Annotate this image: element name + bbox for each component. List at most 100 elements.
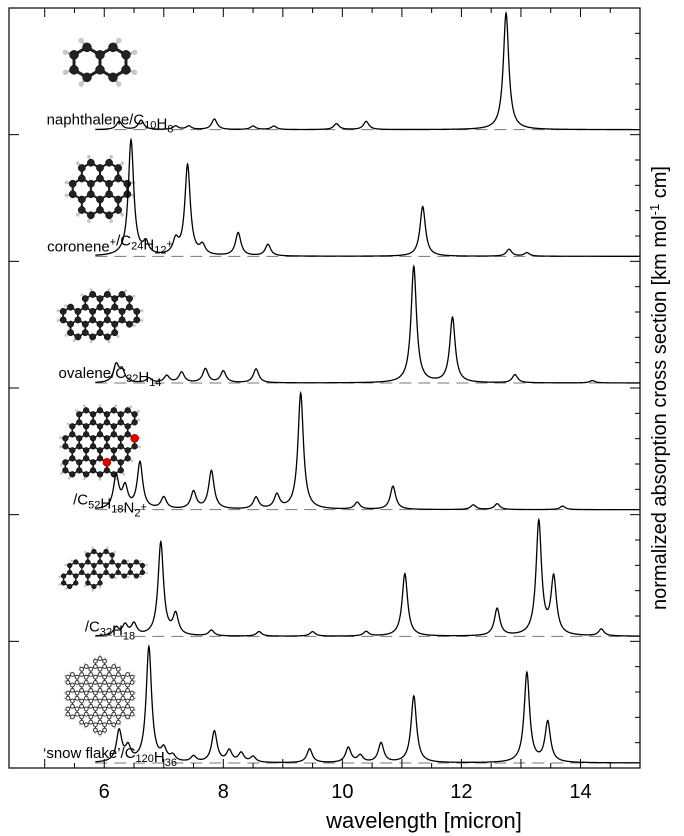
carbon-atom — [118, 316, 126, 324]
carbon-atom — [125, 698, 130, 704]
carbon-atom — [114, 174, 123, 183]
hydrogen-atom — [133, 674, 136, 677]
hydrogen-atom — [120, 212, 125, 217]
carbon-atom — [67, 562, 73, 569]
carbon-atom — [74, 307, 82, 315]
carbon-atom — [105, 158, 113, 167]
carbon-atom — [76, 467, 83, 474]
carbon-atom — [97, 672, 103, 677]
hydrogen-atom — [139, 575, 142, 579]
hydrogen-atom — [70, 559, 73, 563]
hydrogen-atom — [104, 732, 107, 735]
carbon-atom — [82, 431, 90, 438]
carbon-atom — [129, 695, 135, 701]
carbon-atom — [62, 467, 69, 474]
carbon-atom — [67, 320, 75, 328]
carbon-atom — [83, 711, 89, 717]
panel-label: naphthalene/C10H8 — [47, 112, 174, 136]
carbon-atom — [74, 690, 80, 696]
carbon-atom — [62, 459, 69, 466]
carbon-atom — [124, 407, 131, 414]
carbon-atom — [121, 65, 131, 75]
carbon-atom — [97, 698, 103, 704]
carbon-atom — [68, 190, 77, 199]
hydrogen-atom — [109, 154, 114, 159]
hydrogen-atom — [63, 680, 66, 683]
hydrogen-atom — [114, 404, 118, 408]
hydrogen-atom — [98, 477, 102, 481]
hydrogen-atom — [67, 476, 71, 480]
carbon-atom — [65, 690, 71, 696]
panel-label: /C52H18N2+ — [73, 492, 147, 520]
carbon-atom — [96, 423, 104, 430]
carbon-atom — [109, 559, 115, 565]
hydrogen-atom — [64, 674, 67, 677]
carbon-atom — [117, 419, 124, 426]
coronene-molecule — [64, 154, 136, 224]
carbon-atom — [120, 695, 126, 701]
hydrogen-atom — [62, 49, 69, 56]
carbon-atom — [82, 455, 90, 462]
hydrogen-atom — [119, 723, 122, 726]
hydrogen-atom — [68, 671, 71, 674]
hydrogen-atom — [130, 459, 134, 463]
y-axis-label: normalized absorption cross section [km … — [647, 166, 671, 610]
x-tick-label: 8 — [218, 781, 229, 803]
carbon-atom — [69, 50, 79, 60]
carbon-atom — [79, 714, 85, 720]
carbon-atom — [88, 672, 94, 677]
carbon-atom — [89, 316, 97, 324]
carbon-atom — [121, 50, 131, 60]
carbon-atom — [105, 211, 113, 220]
carbon-atom — [70, 682, 75, 688]
x-tick-label: 6 — [99, 781, 110, 803]
carbon-atom — [102, 706, 107, 712]
hydrogen-atom — [83, 662, 86, 665]
carbon-atom — [88, 719, 94, 725]
carbon-atom — [111, 690, 117, 696]
hydrogen-atom — [107, 288, 111, 292]
carbon-atom — [105, 190, 113, 199]
hydrogen-atom — [74, 409, 78, 412]
carbon-atom — [96, 174, 104, 183]
hydrogen-atom — [98, 585, 102, 589]
carbon-atom — [102, 664, 107, 669]
carbon-atom — [115, 714, 121, 720]
naphthalene-molecule — [62, 37, 138, 87]
carbon-atom — [62, 435, 69, 442]
carbon-atom — [67, 303, 75, 311]
hydrogen-atom — [89, 288, 93, 292]
carbon-atom — [59, 316, 67, 324]
carbon-atom — [118, 290, 126, 298]
carbon-atom — [83, 722, 89, 728]
hydrogen-atom — [129, 671, 132, 674]
carbon-atom — [103, 562, 109, 569]
hydrogen-atom — [68, 717, 71, 720]
spectrum-line — [95, 390, 640, 511]
hydrogen-atom — [133, 714, 136, 717]
carbon-atom — [127, 569, 133, 576]
snowflake-molecule — [63, 654, 137, 737]
carbon-atom — [106, 687, 112, 693]
carbon-atom — [129, 690, 135, 696]
carbon-atom — [96, 447, 104, 454]
carbon-atom — [97, 730, 103, 736]
hydrogen-atom — [64, 714, 67, 717]
carbon-atom — [108, 42, 118, 53]
carbon-atom — [118, 307, 126, 315]
hydrogen-atom — [109, 219, 114, 224]
hydrogen-atom — [58, 583, 61, 586]
carbon-atom — [73, 573, 79, 579]
hydrogen-atom — [134, 697, 137, 700]
x-axis: 6 8 10 12 14 — [44, 8, 641, 803]
carbon-atom — [125, 703, 130, 709]
hydrogen-atom — [131, 49, 138, 56]
carbon-atom — [74, 316, 82, 324]
hydrogen-atom — [129, 717, 132, 720]
hydrogen-atom — [59, 463, 63, 467]
carbon-atom — [102, 711, 107, 717]
carbon-atom — [97, 687, 103, 693]
carbon-atom — [96, 295, 104, 303]
carbon-atom — [125, 320, 133, 328]
